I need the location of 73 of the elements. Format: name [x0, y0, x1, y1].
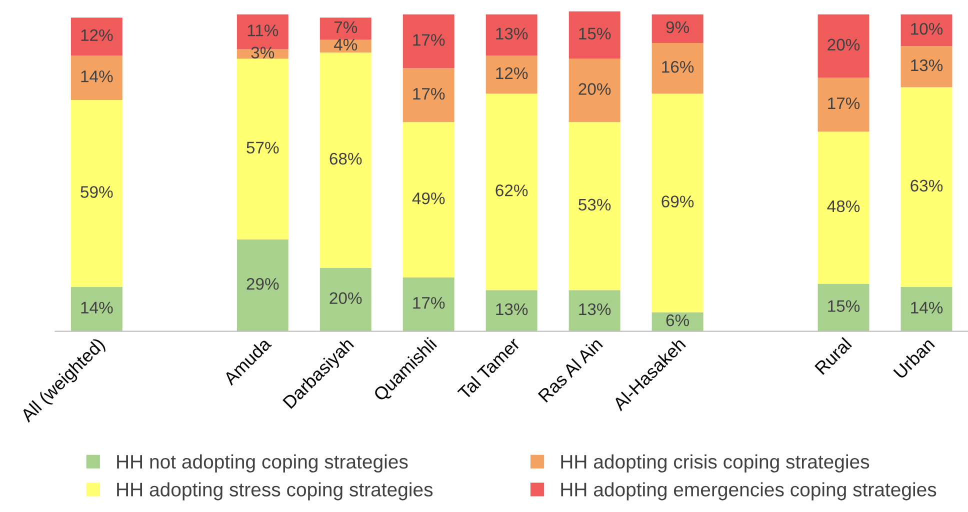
data-label: 13% [496, 28, 528, 40]
legend-label: HH not adopting coping strategies [117, 454, 408, 472]
bar [818, 78, 870, 132]
data-label: 12% [496, 67, 528, 80]
data-label: 48% [827, 200, 860, 212]
data-label: 63% [910, 180, 943, 192]
data-label: 10% [911, 22, 943, 35]
data-label: 68% [330, 152, 362, 165]
legend-label: HH adopting crisis coping strategies [561, 454, 870, 472]
bar [236, 239, 288, 332]
data-label: 11% [248, 24, 278, 36]
data-label: 3% [251, 46, 274, 59]
bar [652, 14, 704, 43]
data-label: 14% [81, 70, 113, 82]
bar [402, 14, 454, 68]
data-label: 53% [578, 198, 611, 211]
data-label: 69% [662, 196, 694, 208]
bar [818, 284, 870, 332]
data-label: 17% [828, 97, 860, 110]
data-label: 49% [412, 192, 445, 204]
bar [320, 52, 372, 268]
bar [320, 268, 372, 332]
bar [70, 56, 122, 100]
bar [402, 122, 454, 278]
bar [818, 14, 870, 78]
data-label: 16% [662, 60, 694, 73]
data-label: 13% [496, 303, 528, 316]
data-label: 14% [81, 302, 113, 314]
bar [70, 286, 122, 332]
data-label: 62% [496, 184, 528, 196]
bar [818, 132, 870, 284]
bar [568, 290, 620, 332]
bar [486, 56, 538, 94]
x-tick-label: Ras Al Ain [537, 336, 604, 403]
data-label: 59% [80, 186, 113, 198]
data-label: 13% [911, 59, 943, 72]
bar [900, 286, 952, 332]
data-label: 12% [81, 29, 113, 42]
bar [70, 100, 122, 287]
bar [320, 18, 372, 40]
data-label: 4% [334, 38, 358, 51]
data-label: 9% [666, 21, 690, 34]
bar [70, 18, 122, 56]
bar [568, 58, 620, 122]
data-label: 20% [828, 38, 860, 51]
data-label: 20% [578, 83, 611, 95]
data-label: 57% [246, 142, 279, 154]
bar [402, 277, 454, 332]
legend-label: HH adopting emergencies coping strategies [561, 482, 936, 500]
data-label: 15% [828, 300, 860, 312]
bar [900, 14, 952, 46]
data-label: 14% [911, 302, 943, 314]
bar [236, 58, 288, 240]
data-label: 15% [579, 28, 611, 40]
bar [900, 87, 952, 287]
bar [900, 46, 952, 88]
bar [486, 14, 538, 56]
data-label: 17% [413, 88, 445, 100]
data-label: 7% [334, 21, 358, 34]
bar [486, 94, 538, 290]
bar [568, 122, 620, 290]
data-label: 29% [246, 278, 279, 290]
data-label: 20% [330, 292, 362, 304]
bar [568, 11, 620, 59]
legend-label: HH adopting stress coping strategies [117, 482, 433, 500]
data-label: 6% [666, 314, 690, 326]
data-label: 13% [579, 303, 611, 316]
bar [486, 290, 538, 332]
bar [402, 68, 454, 122]
data-label: 17% [413, 297, 445, 309]
bar [652, 42, 704, 94]
data-label: 17% [413, 34, 445, 46]
bar [652, 94, 704, 312]
